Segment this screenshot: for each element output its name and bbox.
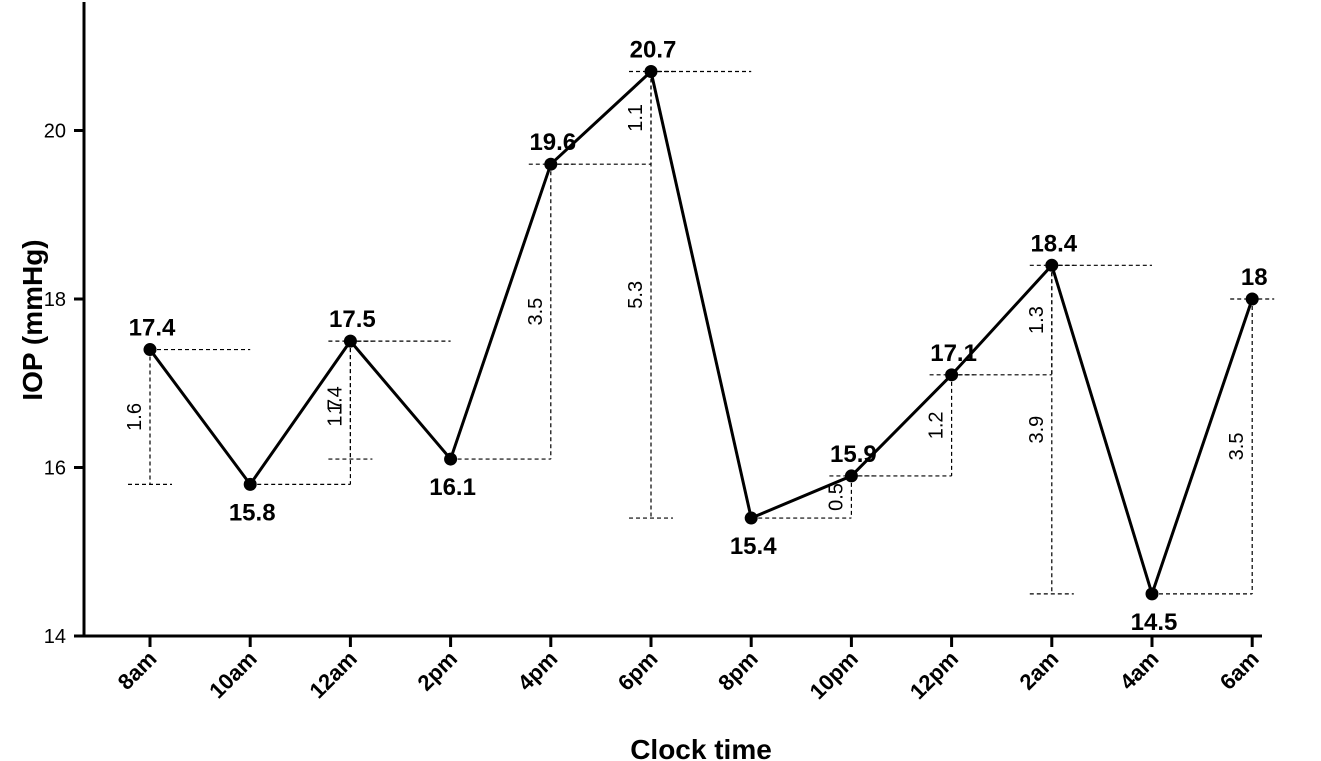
difference-label: 1.2 — [926, 411, 948, 439]
data-label: 17.5 — [329, 306, 376, 333]
difference-annotation: 1.7 — [250, 340, 373, 485]
x-tick-label: 12am — [304, 646, 361, 703]
difference-label: 1.7 — [324, 399, 346, 427]
difference-label: 1.4 — [324, 386, 346, 414]
data-point — [243, 477, 257, 491]
data-point — [143, 343, 157, 357]
x-tick-label: 4pm — [513, 646, 563, 696]
data-point — [844, 469, 858, 483]
y-axis-title: IOP (mmHg) — [17, 239, 48, 400]
data-point — [744, 511, 758, 525]
difference-label: 3.5 — [525, 298, 547, 326]
difference-label: 1.3 — [1026, 306, 1048, 334]
data-point — [644, 65, 658, 79]
difference-annotation: 1.4 — [324, 340, 451, 460]
difference-label: 1.1 — [625, 104, 647, 132]
data-label: 14.5 — [1131, 609, 1178, 636]
difference-label: 3.5 — [1226, 433, 1248, 461]
x-axis-title: Clock time — [630, 734, 772, 761]
iop-series — [143, 65, 1259, 601]
difference-annotations: 1.6 1.71.4 3.5 1.1 5.3 0.5 1.2 1.3 3.9 3.5 — [124, 70, 1275, 595]
data-point — [444, 452, 458, 466]
data-label: 17.1 — [930, 340, 977, 367]
data-point — [1045, 258, 1059, 272]
x-tick-label: 2am — [1015, 646, 1064, 695]
difference-label: 5.3 — [625, 281, 647, 309]
data-point — [1245, 292, 1259, 306]
x-tick-label: 4am — [1115, 646, 1164, 695]
difference-annotation: 3.5 — [450, 163, 573, 460]
difference-annotation: 3.9 — [1026, 264, 1152, 595]
y-tick-label: 18 — [44, 289, 66, 311]
ticks: 14 16 18 20 8am 10am 12am 2pm 4pm 6pm 8pm 10pm 12pm 2… — [44, 121, 1264, 705]
data-label: 16.1 — [429, 474, 476, 501]
y-tick-label: 16 — [44, 458, 66, 480]
x-tick-label: 8pm — [713, 646, 763, 696]
series-line — [148, 68, 1254, 599]
data-label: 18.4 — [1030, 230, 1077, 257]
data-label: 17.4 — [129, 315, 176, 342]
difference-label: 0.5 — [825, 483, 847, 511]
x-tick-label: 6am — [1215, 646, 1264, 695]
data-label: 15.4 — [730, 533, 777, 560]
x-tick-label: 10am — [204, 646, 261, 703]
difference-annotation: 3.5 — [1152, 298, 1275, 595]
data-label: 15.9 — [830, 441, 877, 468]
data-label: 18 — [1241, 264, 1268, 291]
data-label: 19.6 — [529, 129, 576, 156]
y-tick-label: 20 — [44, 121, 66, 143]
axes — [82, 2, 1262, 638]
data-point — [945, 368, 959, 382]
x-tick-label: 12pm — [905, 646, 963, 704]
data-label: 20.7 — [630, 37, 677, 64]
x-tick-label: 2pm — [412, 646, 462, 696]
difference-annotation: 5.3 — [625, 70, 752, 519]
difference-label: 1.6 — [124, 403, 146, 431]
difference-label: 3.9 — [1026, 416, 1048, 444]
x-tick-label: 8am — [113, 646, 162, 695]
data-point — [544, 157, 558, 171]
data-point — [1145, 587, 1159, 601]
x-tick-label: 6pm — [613, 646, 663, 696]
difference-annotation: 1.6 — [124, 348, 251, 485]
data-point — [343, 334, 357, 348]
x-tick-label: 10pm — [805, 646, 863, 704]
data-labels: 17.4 15.8 17.5 16.1 19.6 20.7 15.4 15.9 17.1 18.4… — [129, 37, 1268, 636]
data-label: 15.8 — [229, 499, 276, 526]
y-tick-label: 14 — [44, 626, 66, 648]
